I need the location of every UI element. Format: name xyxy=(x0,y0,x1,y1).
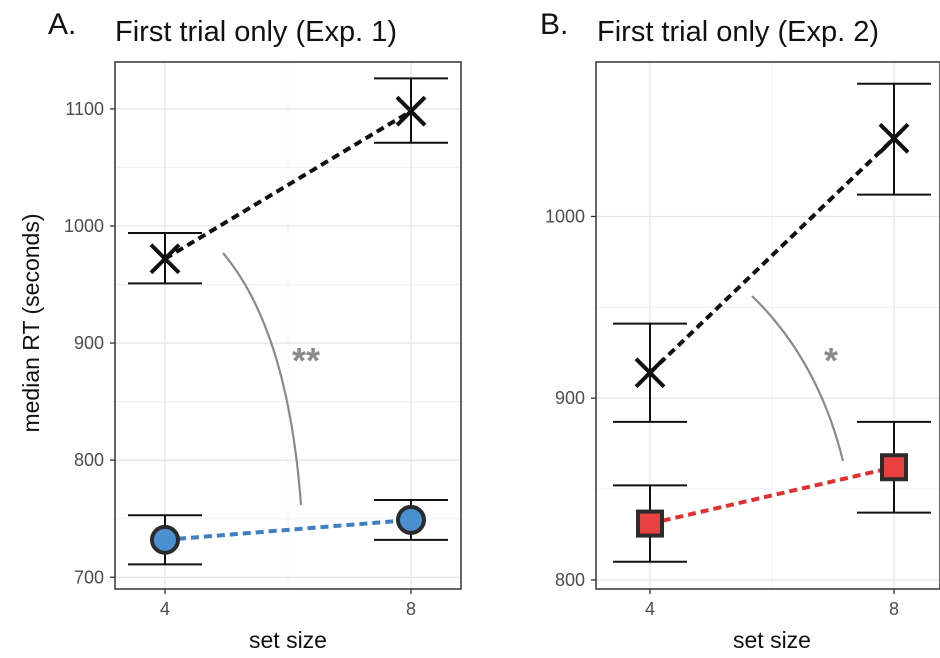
plot-border xyxy=(114,61,462,590)
significance-label: * xyxy=(824,340,838,381)
significance-curve xyxy=(751,295,845,462)
square-marker xyxy=(880,453,908,482)
panel-b-xlabel: set size xyxy=(733,627,811,653)
y-tick-label: 900 xyxy=(555,388,585,408)
x-tick-label: 4 xyxy=(645,599,655,619)
x-marker xyxy=(878,122,910,154)
x-marker-stroke xyxy=(395,95,427,127)
square-marker xyxy=(636,509,664,538)
x-tick-label: 8 xyxy=(889,599,899,619)
series-line xyxy=(164,517,412,542)
circle-marker xyxy=(150,524,180,555)
series-line xyxy=(648,136,896,375)
significance-label: ** xyxy=(292,340,320,381)
y-tick-label: 700 xyxy=(74,567,104,587)
x-marker xyxy=(149,243,181,275)
x-marker-stroke xyxy=(149,243,181,275)
panel-a-letter: A. xyxy=(48,8,76,41)
x-tick-label: 8 xyxy=(406,599,416,619)
panel-b-title: First trial only (Exp. 2) xyxy=(597,16,879,48)
panel-b-letter: B. xyxy=(540,8,568,41)
panel-a-ylabel: median RT (seconds) xyxy=(18,213,44,432)
x-marker xyxy=(634,357,666,389)
y-tick-label: 1000 xyxy=(545,206,585,226)
y-tick-label: 800 xyxy=(74,450,104,470)
panel-a-xlabel: set size xyxy=(249,627,327,653)
significance-curve xyxy=(222,252,303,506)
y-tick-label: 800 xyxy=(555,570,585,590)
panel-a-plot: 700 800 900 1000 1100 4 8 ** xyxy=(64,61,462,619)
circle-marker xyxy=(396,504,426,535)
panel-a-title: First trial only (Exp. 1) xyxy=(115,16,397,48)
panel-b: B. First trial only (Exp. 2) set size 80… xyxy=(540,8,940,653)
x-marker-stroke xyxy=(878,122,910,154)
panel-b-plot: 800 900 1000 4 8 * xyxy=(545,61,940,619)
x-marker-stroke xyxy=(634,357,666,389)
y-tick-label: 1000 xyxy=(64,216,104,236)
series-line xyxy=(649,465,895,526)
y-tick-label: 1100 xyxy=(65,99,104,119)
series-line xyxy=(163,109,413,261)
plot-border xyxy=(595,61,940,590)
x-marker xyxy=(395,95,427,127)
x-tick-label: 4 xyxy=(160,599,170,619)
y-tick-label: 900 xyxy=(74,333,104,353)
panel-a: A. First trial only (Exp. 1) median RT (… xyxy=(18,8,462,653)
